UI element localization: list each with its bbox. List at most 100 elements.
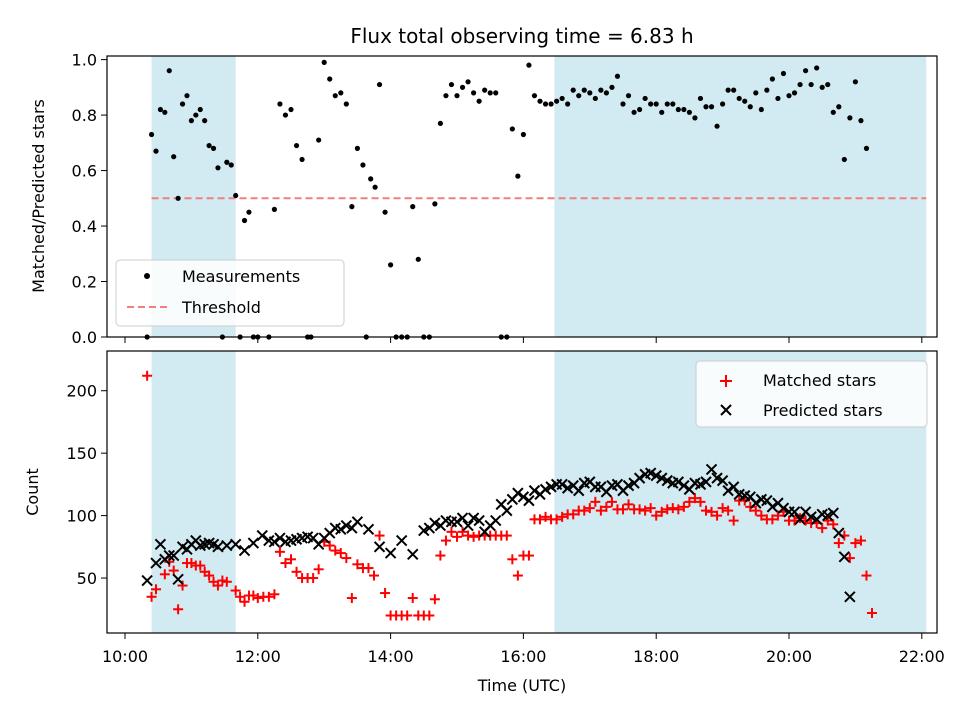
measurement-point xyxy=(825,81,831,88)
matched-star-point xyxy=(159,569,170,580)
predicted-star-point xyxy=(777,502,790,514)
measurement-point xyxy=(653,101,659,107)
bottom-y-tick-label: 150 xyxy=(66,444,97,463)
matched-star-point xyxy=(833,538,844,549)
measurement-point xyxy=(206,142,212,149)
predicted-star-point xyxy=(163,549,175,562)
measurement-point xyxy=(681,106,687,113)
measurement-point xyxy=(526,62,532,68)
bottom-x-tick-label: 18:00 xyxy=(633,647,679,666)
matched-star-point xyxy=(723,505,734,516)
measurement-point xyxy=(780,70,787,77)
measurement-point xyxy=(338,90,344,96)
matched-star-point xyxy=(712,510,723,521)
measurement-point xyxy=(448,81,455,88)
matched-star-point xyxy=(380,588,391,599)
predicted-star-point xyxy=(512,487,524,499)
measurement-point xyxy=(233,192,239,199)
measurement-point xyxy=(349,204,355,210)
matched-star-point xyxy=(173,604,184,615)
measurement-point xyxy=(388,262,394,268)
measurement-point xyxy=(509,126,515,132)
matched-star-point xyxy=(512,570,523,581)
matched-star-point xyxy=(590,496,601,507)
matched-star-point xyxy=(263,591,274,602)
matched-stars-series xyxy=(142,370,877,621)
measurement-point xyxy=(637,106,643,113)
top-chart-title: Flux total observing time = 6.83 h xyxy=(350,24,693,48)
matched-star-point xyxy=(540,511,551,522)
matched-star-point xyxy=(457,526,468,537)
measurement-point xyxy=(148,131,155,138)
measurement-point xyxy=(193,112,199,118)
matched-star-point xyxy=(717,503,728,514)
measurement-point xyxy=(443,93,449,99)
matched-star-point xyxy=(286,554,296,565)
top-x-ticks xyxy=(124,337,923,343)
bottom-legend: Matched stars Predicted stars xyxy=(695,360,928,428)
measurement-point xyxy=(841,156,847,163)
measurement-point xyxy=(360,162,366,168)
bottom-y-tick-label: 200 xyxy=(66,382,97,401)
legend-matched-marker xyxy=(720,375,732,387)
bottom-chart: 50 100 150 200 10:00 12:00 14:00 16:00 18:00 20:… xyxy=(23,350,945,695)
matched-star-point xyxy=(217,575,228,586)
matched-star-point xyxy=(523,550,534,561)
predicted-star-point xyxy=(274,532,286,544)
top-y-axis-label: Matched/Predicted stars xyxy=(29,99,48,293)
matched-star-point xyxy=(651,510,662,521)
top-shade-1 xyxy=(554,56,927,337)
matched-star-point xyxy=(634,504,645,515)
measurement-point xyxy=(202,118,208,124)
measurement-point xyxy=(697,95,704,102)
top-y-tick-label: 0.4 xyxy=(72,217,97,236)
predicted-star-point xyxy=(172,573,184,586)
bottom-x-tick-label: 10:00 xyxy=(102,647,148,666)
measurement-point xyxy=(184,93,190,99)
predicted-star-point xyxy=(827,507,839,519)
measurement-point xyxy=(803,68,809,74)
matched-star-point xyxy=(728,515,739,526)
measurement-point xyxy=(542,101,549,107)
predicted-star-point xyxy=(462,519,474,532)
measurement-point xyxy=(703,104,709,110)
bottom-y-axis-label: Count xyxy=(23,468,42,516)
measurement-point xyxy=(830,109,836,115)
matched-star-point xyxy=(221,576,232,587)
measurement-point xyxy=(188,118,194,124)
matched-star-point xyxy=(424,610,435,621)
measurement-point xyxy=(299,156,305,163)
measurement-point xyxy=(327,76,333,82)
measurement-point xyxy=(382,209,388,215)
measurement-point xyxy=(376,81,383,88)
matched-star-point xyxy=(745,501,756,512)
matched-star-point xyxy=(269,589,280,600)
matched-star-point xyxy=(440,535,451,546)
legend-measurements-label: Measurements xyxy=(182,267,300,286)
measurement-point xyxy=(648,101,654,107)
measurement-point xyxy=(246,209,252,215)
matched-star-point xyxy=(177,580,188,591)
predicted-star-point xyxy=(351,516,364,528)
matched-star-point xyxy=(695,496,706,507)
measurement-point xyxy=(343,101,349,107)
bottom-legend-frame xyxy=(695,360,928,428)
measurement-point xyxy=(775,95,781,102)
measurement-point xyxy=(559,95,565,102)
matched-star-point xyxy=(640,505,651,516)
matched-star-point xyxy=(402,610,413,621)
matched-star-point xyxy=(557,511,568,522)
matched-star-point xyxy=(463,530,474,541)
x-axis-label: Time (UTC) xyxy=(477,676,566,695)
measurement-point xyxy=(282,112,289,118)
predicted-star-point xyxy=(722,484,734,497)
matched-star-point xyxy=(308,573,319,584)
measurement-point xyxy=(847,115,853,121)
measurement-point xyxy=(670,101,676,107)
predicted-star-point xyxy=(141,574,153,587)
legend-measurements-marker xyxy=(144,273,150,279)
predicted-star-point xyxy=(221,539,233,552)
measurement-point xyxy=(515,173,521,179)
legend-threshold-label: Threshold xyxy=(181,298,261,317)
measurement-point xyxy=(354,145,360,151)
